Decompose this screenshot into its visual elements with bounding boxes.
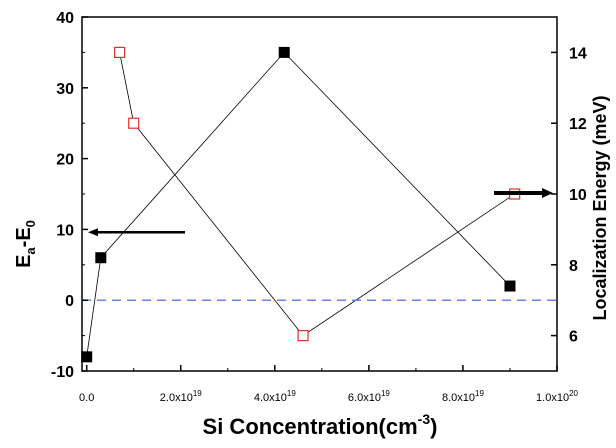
y-right-tick-label: 12 xyxy=(569,116,587,133)
x-tick-label: 6.0x1019 xyxy=(348,389,390,404)
annotations xyxy=(88,188,553,237)
series-1-point xyxy=(114,46,126,59)
series-1-line xyxy=(119,52,515,337)
x-tick-label-exp: 19 xyxy=(193,389,202,398)
x-tick-label: 4.0x1019 xyxy=(254,389,296,404)
y-left-tick-label: -10 xyxy=(51,364,74,381)
series-0-line xyxy=(86,51,511,357)
series-lines xyxy=(86,51,515,357)
left-axis-arrow-head xyxy=(88,228,98,237)
y-left-title-sub2: 0 xyxy=(23,220,38,227)
x-tick-label-base: 0.0 xyxy=(79,392,94,404)
x-title-main: Si Concentration(cm xyxy=(203,414,418,439)
x-tick-label-exp: 19 xyxy=(475,389,484,398)
x-title-suffix: ) xyxy=(430,414,437,439)
x-tick-label-base: 2.0x10 xyxy=(160,392,193,404)
y-left-title-mid: -E xyxy=(13,227,35,247)
plot-frame xyxy=(81,16,558,372)
y-left-title-sub1: a xyxy=(23,247,38,255)
y-left-tick-label: 30 xyxy=(56,81,74,98)
x-tick-label: 1.0x1020 xyxy=(536,389,578,404)
series-0-point xyxy=(95,252,107,264)
y-left-title-main: E xyxy=(13,255,35,268)
series-markers xyxy=(81,46,521,363)
x-tick-label-exp: 20 xyxy=(569,389,578,398)
series-0-point xyxy=(504,280,516,292)
x-tick-label-base: 4.0x10 xyxy=(254,392,287,404)
x-tick-label: 2.0x1019 xyxy=(160,389,202,404)
x-tick-label-base: 8.0x10 xyxy=(442,392,475,404)
x-axis-title: Si Concentration(cm-3) xyxy=(203,411,438,439)
x-tick-label: 0.0 xyxy=(79,392,94,404)
y-right-tick-label: 10 xyxy=(569,187,587,204)
x-tick-label-base: 6.0x10 xyxy=(348,392,381,404)
x-tick-label-exp: 19 xyxy=(381,389,390,398)
y-left-tick-label: 40 xyxy=(56,10,74,27)
y-axis-right-title: Localization Energy (meV) xyxy=(590,95,610,320)
series-1-point xyxy=(297,330,309,342)
series-0-point xyxy=(81,351,93,363)
y-axis-left-title: Ea-E0 xyxy=(13,220,38,268)
series-1-point xyxy=(128,117,140,129)
y-left-tick-label: 10 xyxy=(56,222,74,239)
y-right-tick-label: 14 xyxy=(569,45,587,62)
x-tick-label-base: 1.0x10 xyxy=(536,392,569,404)
y-right-tick-label: 8 xyxy=(569,258,578,275)
x-title-sup: -3 xyxy=(418,411,431,427)
y-left-tick-label: 20 xyxy=(56,152,74,169)
y-right-tick-label: 6 xyxy=(569,329,578,346)
x-tick-label-exp: 19 xyxy=(287,389,296,398)
x-tick-label: 8.0x1019 xyxy=(442,389,484,404)
series-0-point xyxy=(278,46,290,58)
right-axis-arrow-head xyxy=(542,188,553,198)
y-left-tick-label: 0 xyxy=(65,293,74,310)
